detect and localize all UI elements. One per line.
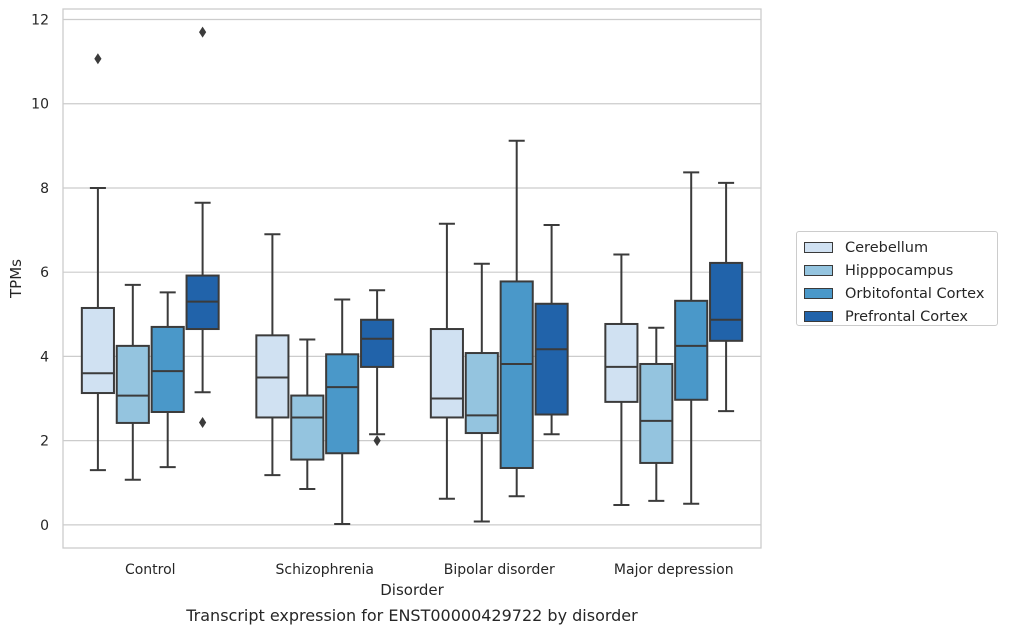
legend-label: Cerebellum — [845, 239, 929, 256]
box-3-0 — [604, 253, 639, 507]
box-3-2 — [674, 171, 709, 505]
legend-swatch — [804, 311, 833, 322]
outlier-marker — [199, 26, 207, 38]
y-tick-label: 0 — [40, 518, 49, 534]
x-tick-label: Control — [125, 562, 176, 578]
legend-item: Prefrontal Cortex — [804, 305, 997, 328]
boxes — [80, 26, 744, 525]
box-3-1 — [639, 326, 674, 502]
legend-label: Prefrontal Cortex — [845, 308, 968, 325]
legend-item: Cerebellum — [804, 236, 997, 259]
box-body — [255, 334, 290, 419]
legend: Cerebellum Hipppocampus Orbitofontal Corte… — [796, 231, 998, 326]
y-axis-label: TPMs — [7, 259, 25, 299]
box-body — [115, 344, 150, 424]
box-1-0 — [255, 233, 290, 477]
box-body — [150, 325, 185, 413]
box-1-1 — [290, 338, 325, 491]
x-tick-label: Major depression — [614, 562, 734, 578]
x-tick-labels: Control Schizophrenia Bipolar disorder Majo… — [125, 562, 734, 578]
box-body — [360, 318, 395, 368]
x-tick-label: Bipolar disorder — [444, 562, 555, 578]
box-2-0 — [429, 222, 464, 500]
box-0-3 — [185, 26, 220, 429]
legend-label: Hipppocampus — [845, 262, 954, 279]
legend-item: Hipppocampus — [804, 259, 997, 282]
figure-caption: Transcript expression for ENST0000042972… — [186, 606, 638, 625]
box-body — [674, 299, 709, 401]
box-1-2 — [325, 298, 360, 525]
legend-swatch — [804, 242, 833, 253]
box-body — [639, 362, 674, 464]
outlier-marker — [199, 417, 207, 429]
y-tick-label: 8 — [40, 181, 49, 197]
box-body — [80, 306, 115, 395]
box-0-1 — [115, 283, 150, 481]
x-axis-label: Disorder — [380, 581, 444, 599]
box-body — [499, 280, 534, 469]
box-body — [534, 302, 569, 416]
x-tick-label: Schizophrenia — [276, 562, 374, 578]
box-body — [604, 322, 639, 403]
y-tick-label: 4 — [40, 349, 49, 365]
y-tick-label: 6 — [40, 265, 49, 281]
box-0-0 — [80, 53, 115, 472]
box-body — [290, 394, 325, 461]
outlier-marker — [94, 53, 102, 65]
y-tick-label: 2 — [40, 434, 49, 450]
box-body — [709, 261, 744, 342]
box-2-2 — [499, 139, 534, 498]
legend-swatch — [804, 288, 833, 299]
box-1-3 — [360, 289, 395, 447]
legend-swatch — [804, 265, 833, 276]
y-tick-label: 12 — [31, 13, 49, 29]
box-body — [464, 352, 499, 435]
box-2-3 — [534, 224, 569, 436]
y-tick-label: 10 — [31, 97, 49, 113]
box-2-1 — [464, 262, 499, 523]
y-tick-labels: 0 2 4 6 8 10 12 — [31, 13, 49, 534]
box-body — [429, 328, 464, 419]
plot-frame — [62, 8, 762, 549]
outlier-marker — [373, 435, 381, 447]
box-body — [325, 353, 360, 455]
legend-item: Orbitofontal Cortex — [804, 282, 997, 305]
box-0-2 — [150, 291, 185, 469]
box-3-3 — [709, 181, 744, 413]
legend-label: Orbitofontal Cortex — [845, 285, 985, 302]
